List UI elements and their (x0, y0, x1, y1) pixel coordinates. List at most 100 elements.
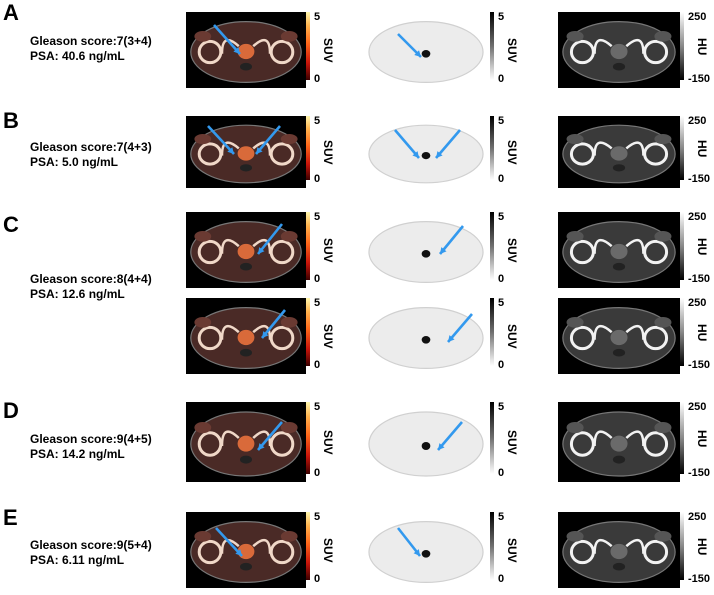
panel-info-b: Gleason score:7(4+3) PSA: 5.0 ng/mL (30, 140, 152, 170)
scale-unit-label: HU (695, 140, 709, 158)
scale-max-label: 5 (314, 297, 321, 309)
panel-letter-a: A (3, 0, 19, 25)
ct-image (558, 12, 680, 88)
scale-min-label: 0 (498, 467, 505, 479)
lesion-arrow (256, 223, 284, 255)
scale-max-label: 5 (314, 211, 321, 223)
suv-colorbar (490, 512, 494, 580)
psa-value: PSA: 40.6 ng/mL (30, 49, 125, 63)
scale-min-label: -150 (688, 73, 711, 85)
pet-ct-fused-image (186, 402, 306, 482)
ct-image (558, 402, 680, 482)
lesion-arrow (255, 125, 281, 155)
lesion-arrow (435, 129, 461, 159)
pet-image (364, 212, 488, 288)
suv-colorbar (306, 12, 310, 80)
scale-unit-label: SUV (505, 324, 519, 349)
scale-unit-label: HU (695, 538, 709, 556)
scale-max-label: 5 (498, 401, 505, 413)
psa-value: PSA: 14.2 ng/mL (30, 447, 125, 461)
lesion-arrow (447, 313, 473, 343)
suv-colorbar (306, 212, 310, 280)
gleason-score: Gleason score:9(4+5) (30, 432, 152, 446)
scale-max-label: 5 (498, 297, 505, 309)
scale-min-label: -150 (688, 573, 711, 585)
scale-unit-label: SUV (505, 430, 519, 455)
scale-min-label: 0 (314, 359, 321, 371)
suv-colorbar (306, 298, 310, 366)
pet-image (364, 116, 488, 188)
scale-min-label: 0 (314, 467, 321, 479)
lesion-arrow (438, 225, 465, 255)
scale-unit-label: SUV (505, 538, 519, 563)
psa-value: PSA: 12.6 ng/mL (30, 287, 125, 301)
panel-info-d: Gleason score:9(4+5) PSA: 14.2 ng/mL (30, 432, 152, 462)
scale-max-label: 5 (498, 115, 505, 127)
scale-max-label: 250 (688, 115, 707, 127)
scale-max-label: 250 (688, 297, 707, 309)
scale-unit-label: SUV (321, 324, 335, 349)
panel-letter-c: C (3, 212, 19, 237)
ct-image (558, 212, 680, 288)
scale-max-label: 5 (498, 11, 505, 23)
hu-colorbar (680, 212, 684, 280)
hu-colorbar (680, 402, 684, 474)
scale-min-label: -150 (688, 467, 711, 479)
scale-min-label: 0 (498, 273, 505, 285)
scale-min-label: -150 (688, 359, 711, 371)
panel-letter-e: E (3, 505, 18, 530)
gleason-score: Gleason score:9(5+4) (30, 538, 152, 552)
ct-image (558, 298, 680, 374)
scale-unit-label: SUV (321, 238, 335, 263)
gleason-score: Gleason score:7(3+4) (30, 34, 152, 48)
lesion-arrow (396, 527, 422, 557)
scale-unit-label: HU (695, 324, 709, 342)
scale-max-label: 250 (688, 511, 707, 523)
scale-min-label: 0 (314, 173, 321, 185)
gleason-score: Gleason score:8(4+4) (30, 272, 152, 286)
scale-max-label: 5 (314, 511, 321, 523)
scale-unit-label: HU (695, 238, 709, 256)
panel-letter-d: D (3, 398, 19, 423)
scale-min-label: 0 (314, 73, 321, 85)
hu-colorbar (680, 116, 684, 180)
lesion-arrow (260, 309, 287, 339)
lesion-arrow (207, 125, 235, 155)
lesion-arrow (215, 527, 243, 557)
scale-max-label: 250 (688, 11, 707, 23)
scale-max-label: 250 (688, 211, 707, 223)
psa-value: PSA: 6.11 ng/mL (30, 553, 125, 567)
scale-min-label: 0 (314, 273, 321, 285)
hu-colorbar (680, 298, 684, 366)
lesion-arrow (213, 24, 241, 55)
suv-colorbar (490, 212, 494, 280)
suv-colorbar (306, 402, 310, 474)
scale-max-label: 250 (688, 401, 707, 413)
pet-image (364, 512, 488, 588)
scale-unit-label: SUV (505, 140, 519, 165)
suv-colorbar (490, 402, 494, 474)
suv-colorbar (490, 298, 494, 366)
scale-min-label: 0 (498, 73, 505, 85)
scale-min-label: 0 (498, 173, 505, 185)
psa-value: PSA: 5.0 ng/mL (30, 155, 119, 169)
ct-image (558, 116, 680, 188)
scale-unit-label: SUV (321, 430, 335, 455)
ct-image (558, 512, 680, 588)
lesion-arrow (257, 421, 283, 451)
scale-max-label: 5 (498, 211, 505, 223)
scale-unit-label: HU (695, 430, 709, 448)
scale-max-label: 5 (314, 115, 321, 127)
scale-min-label: -150 (688, 173, 711, 185)
suv-colorbar (490, 12, 494, 80)
suv-colorbar (490, 116, 494, 180)
scale-max-label: 5 (498, 511, 505, 523)
pet-ct-fused-image (186, 298, 306, 374)
scale-max-label: 5 (314, 11, 321, 23)
hu-colorbar (680, 512, 684, 580)
lesion-arrow (437, 421, 463, 451)
lesion-arrow (394, 129, 420, 159)
scale-unit-label: HU (695, 38, 709, 56)
lesion-arrow (397, 33, 422, 58)
panel-letter-b: B (3, 108, 19, 133)
